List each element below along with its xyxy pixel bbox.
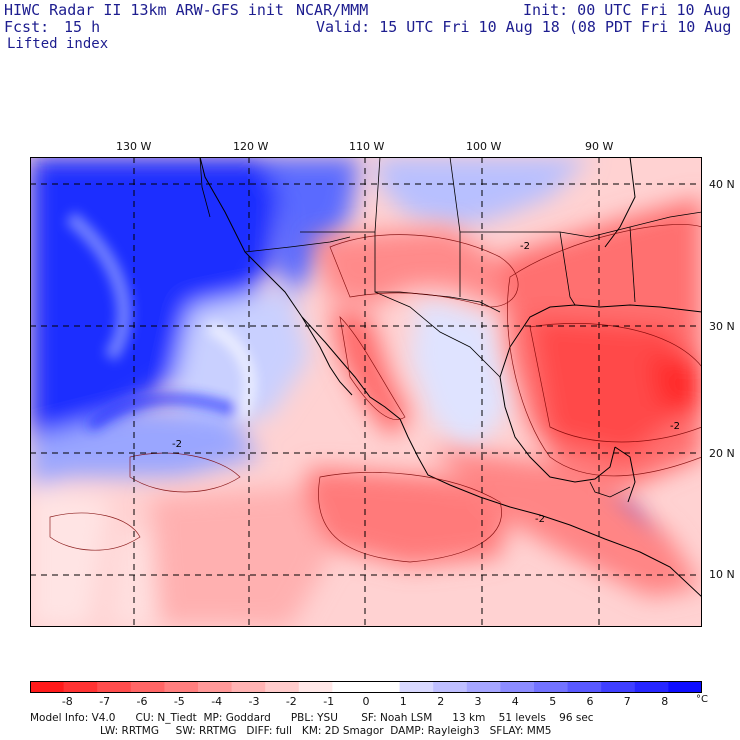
colorbar-swatch bbox=[164, 681, 199, 693]
colorbar-tick-label: -6 bbox=[136, 695, 148, 708]
valid-time: Valid: 15 UTC Fri 10 Aug 18 (08 PDT Fri … bbox=[316, 18, 740, 36]
colorbar bbox=[30, 681, 702, 693]
lon-label-130w: 130 W bbox=[116, 140, 152, 153]
lifted-index-map: -2 -2 -2 -2 bbox=[30, 157, 702, 627]
colorbar-tick-label: 7 bbox=[623, 695, 631, 708]
contour-label: -2 bbox=[670, 421, 680, 432]
colorbar-tick-label: -1 bbox=[323, 695, 335, 708]
forecast-label: Fcst: bbox=[4, 18, 50, 36]
colorbar-swatch bbox=[433, 681, 468, 693]
colorbar-swatch bbox=[366, 681, 401, 693]
colorbar-tick-label: 4 bbox=[511, 695, 519, 708]
colorbar-swatch bbox=[634, 681, 669, 693]
unstable-regions bbox=[150, 197, 702, 627]
lat-label-30n: 30 N bbox=[709, 320, 735, 333]
lon-label-90w: 90 W bbox=[585, 140, 614, 153]
colorbar-swatch bbox=[567, 681, 602, 693]
colorbar-tick-label: -4 bbox=[211, 695, 223, 708]
colorbar-swatch bbox=[97, 681, 132, 693]
colorbar-swatch bbox=[130, 681, 165, 693]
lon-label-100w: 100 W bbox=[466, 140, 502, 153]
colorbar-swatch bbox=[500, 681, 535, 693]
colorbar-tick-label: -5 bbox=[173, 695, 185, 708]
colorbar-swatch bbox=[466, 681, 501, 693]
colorbar-swatch bbox=[30, 681, 65, 693]
lifted-index-contours bbox=[49, 224, 702, 563]
lat-label-40n: 40 N bbox=[709, 178, 735, 191]
graticule bbox=[30, 157, 702, 627]
model-title: HIWC Radar II 13km ARW-GFS init bbox=[4, 1, 284, 19]
colorbar-tick-label: 3 bbox=[474, 695, 482, 708]
forecast-hour: 15 h bbox=[64, 18, 101, 36]
lon-label-110w: 110 W bbox=[349, 140, 385, 153]
pacific-streaks bbox=[65, 211, 255, 431]
colorbar-tick-label: -8 bbox=[61, 695, 73, 708]
colorbar-swatch bbox=[534, 681, 569, 693]
colorbar-tick-label: 8 bbox=[661, 695, 669, 708]
contour-label: -2 bbox=[535, 514, 545, 525]
colorbar-tick-label: -7 bbox=[99, 695, 111, 708]
colorbar-tick-label: 0 bbox=[362, 695, 370, 708]
colorbar-swatch bbox=[601, 681, 636, 693]
colorbar-swatch bbox=[298, 681, 333, 693]
colorbar-swatch bbox=[63, 681, 98, 693]
lon-label-120w: 120 W bbox=[233, 140, 269, 153]
colorbar-swatch bbox=[198, 681, 233, 693]
colorbar-swatch bbox=[668, 681, 702, 693]
contour-label: -2 bbox=[520, 241, 530, 252]
colorbar-tick-label: 2 bbox=[437, 695, 445, 708]
init-time: Init: 00 UTC Fri 10 Aug 18 bbox=[523, 1, 740, 19]
colorbar-swatch bbox=[332, 681, 367, 693]
colorbar-swatch bbox=[399, 681, 434, 693]
contour-label: -2 bbox=[172, 439, 182, 450]
model-info-line: Model Info: V4.0 CU: N_Tiedt MP: Goddard… bbox=[30, 712, 594, 724]
physics-info-line: LW: RRTMG SW: RRTMG DIFF: full KM: 2D Sm… bbox=[100, 725, 552, 737]
colorbar-tick-label: -2 bbox=[285, 695, 297, 708]
colorbar-tick-label: -3 bbox=[248, 695, 260, 708]
colorbar-unit: °C bbox=[696, 694, 708, 705]
colorbar-tick-label: 1 bbox=[399, 695, 407, 708]
colorbar-tick-label: 6 bbox=[586, 695, 594, 708]
field-name: Lifted index bbox=[7, 36, 109, 52]
organization-label: NCAR/MMM bbox=[296, 1, 369, 19]
colorbar-tick-label: 5 bbox=[549, 695, 557, 708]
colorbar-swatch bbox=[265, 681, 300, 693]
lat-label-10n: 10 N bbox=[709, 568, 735, 581]
lat-label-20n: 20 N bbox=[709, 447, 735, 460]
colorbar-swatch bbox=[231, 681, 266, 693]
